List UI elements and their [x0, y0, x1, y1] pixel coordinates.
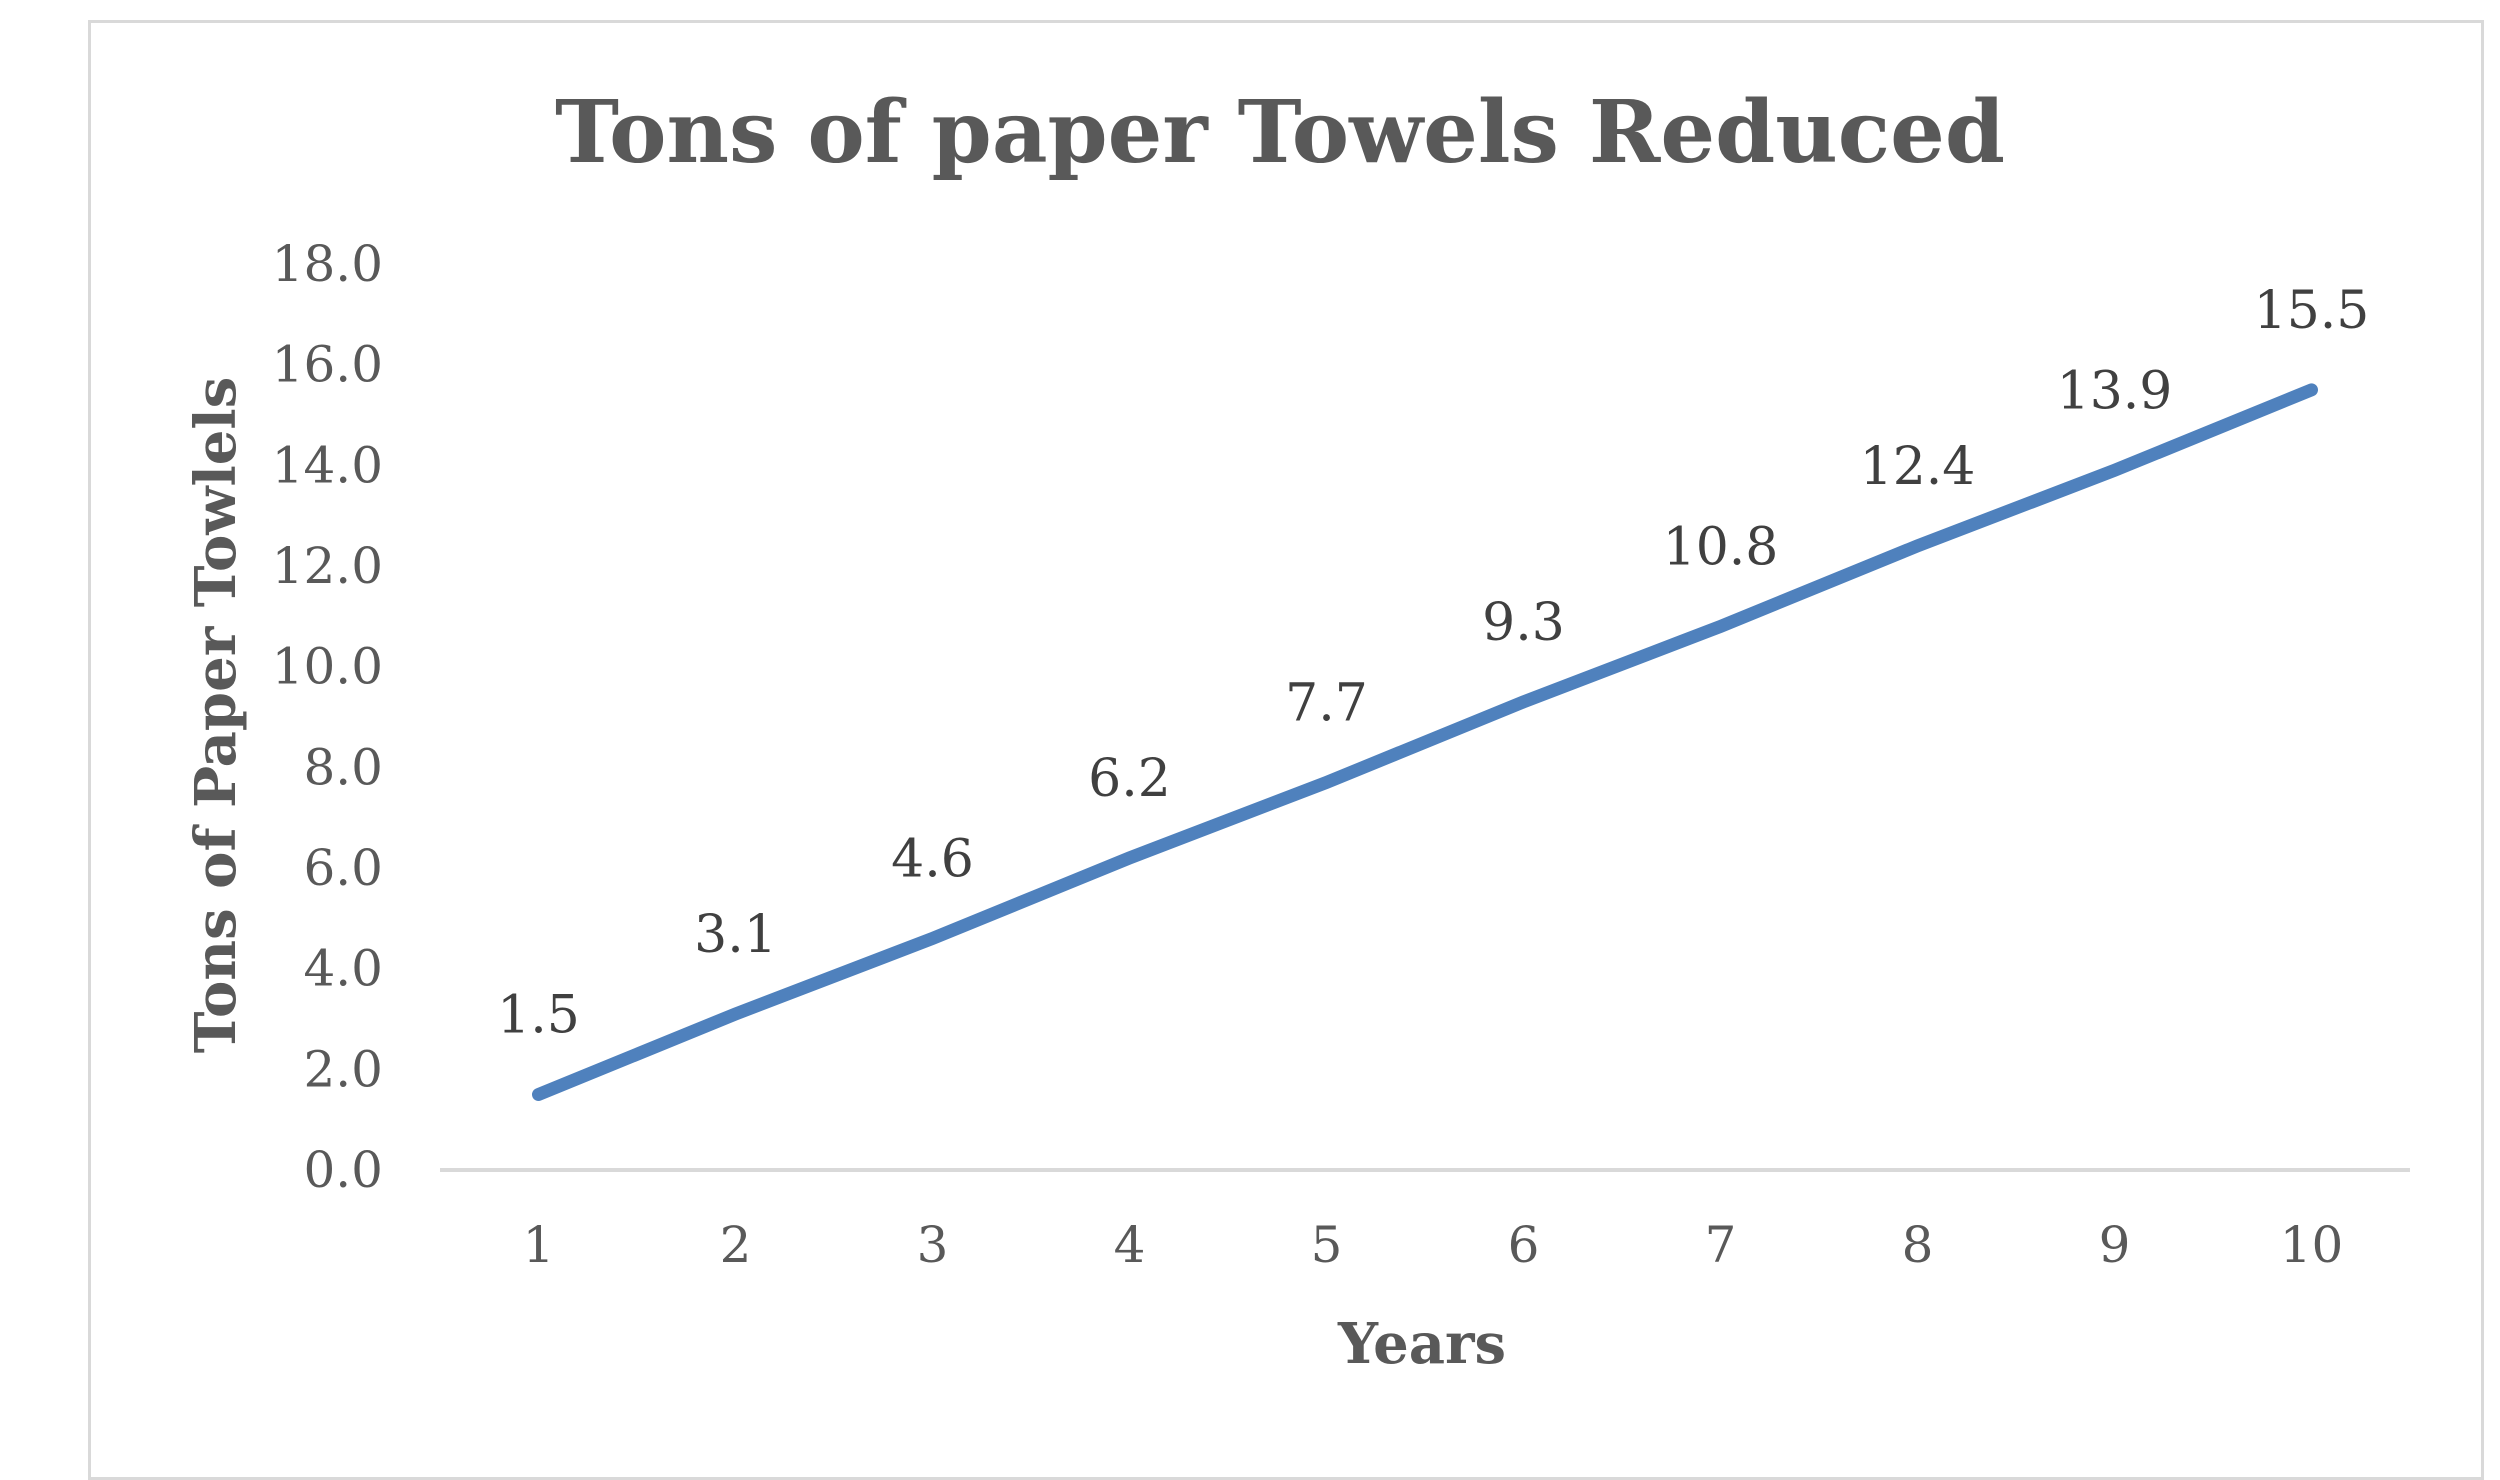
x-tick-label: 1: [523, 1216, 555, 1274]
data-label: 3.1: [694, 905, 777, 965]
y-axis-title: Tons of Paper Towlels: [183, 377, 249, 1053]
y-tick-label: 12.0: [272, 537, 383, 595]
x-tick-label: 6: [1508, 1216, 1540, 1274]
x-tick-label: 8: [1902, 1216, 1934, 1274]
x-tick-label: 9: [2099, 1216, 2131, 1274]
x-axis-ticks: 1 2 3 4 5 6 7 8 9 10: [523, 1216, 2344, 1274]
x-tick-label: 2: [720, 1216, 752, 1274]
data-label: 4.6: [891, 829, 974, 889]
data-labels: 1.5 3.1 4.6 6.2 7.7 9.3 10.8 12.4 13.9 15.5: [497, 281, 2369, 1046]
y-tick-label: 16.0: [272, 336, 383, 394]
y-tick-label: 2.0: [303, 1040, 383, 1098]
chart-title: Tons of paper Towels Reduced: [555, 82, 2005, 183]
data-label: 9.3: [1482, 593, 1565, 653]
data-label: 7.7: [1285, 673, 1368, 733]
y-tick-label: 4.0: [303, 940, 383, 998]
data-label: 10.8: [1663, 517, 1779, 577]
y-tick-label: 14.0: [272, 436, 383, 494]
y-tick-label: 10.0: [272, 638, 383, 696]
series-group: [532, 383, 2318, 1101]
x-axis-title: Years: [1337, 1311, 1506, 1377]
x-tick-label: 7: [1705, 1216, 1737, 1274]
x-tick-label: 4: [1114, 1216, 1146, 1274]
x-tick-label: 10: [2280, 1216, 2344, 1274]
data-label: 13.9: [2057, 361, 2173, 421]
data-label: 6.2: [1088, 749, 1171, 809]
y-tick-label: 8.0: [303, 738, 383, 796]
y-axis-ticks: 0.0 2.0 4.0 6.0 8.0 10.0 12.0 14.0 16.0 18.0: [272, 235, 383, 1199]
y-tick-label: 0.0: [303, 1141, 383, 1199]
y-tick-label: 18.0: [272, 235, 383, 293]
data-label: 15.5: [2254, 281, 2370, 341]
x-tick-label: 3: [917, 1216, 949, 1274]
series-line: [532, 383, 2318, 1101]
data-label: 1.5: [497, 986, 580, 1046]
chart-frame: [88, 20, 2484, 1480]
line-chart: Tons of paper Towels Reduced 0.0 2.0 4.0 6.…: [183, 82, 2410, 1377]
data-label: 12.4: [1860, 437, 1976, 497]
y-tick-label: 6.0: [303, 839, 383, 897]
x-tick-label: 5: [1311, 1216, 1343, 1274]
